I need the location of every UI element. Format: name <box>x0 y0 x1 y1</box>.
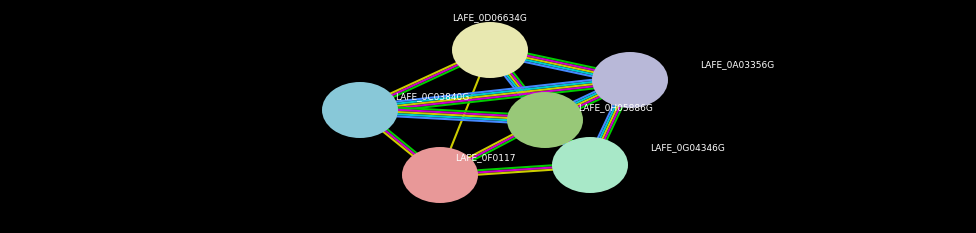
Ellipse shape <box>592 52 668 108</box>
Ellipse shape <box>552 137 628 193</box>
Text: LAFE_0D06634G: LAFE_0D06634G <box>453 14 527 23</box>
Ellipse shape <box>402 147 478 203</box>
Ellipse shape <box>507 92 583 148</box>
Text: LAFE_0C03840G: LAFE_0C03840G <box>395 93 469 102</box>
Ellipse shape <box>452 22 528 78</box>
Text: LAFE_0H05886G: LAFE_0H05886G <box>578 103 653 113</box>
Ellipse shape <box>322 82 398 138</box>
Text: LAFE_0F0117: LAFE_0F0117 <box>455 154 515 162</box>
Text: LAFE_0A03356G: LAFE_0A03356G <box>700 61 774 69</box>
Text: LAFE_0G04346G: LAFE_0G04346G <box>650 144 725 153</box>
